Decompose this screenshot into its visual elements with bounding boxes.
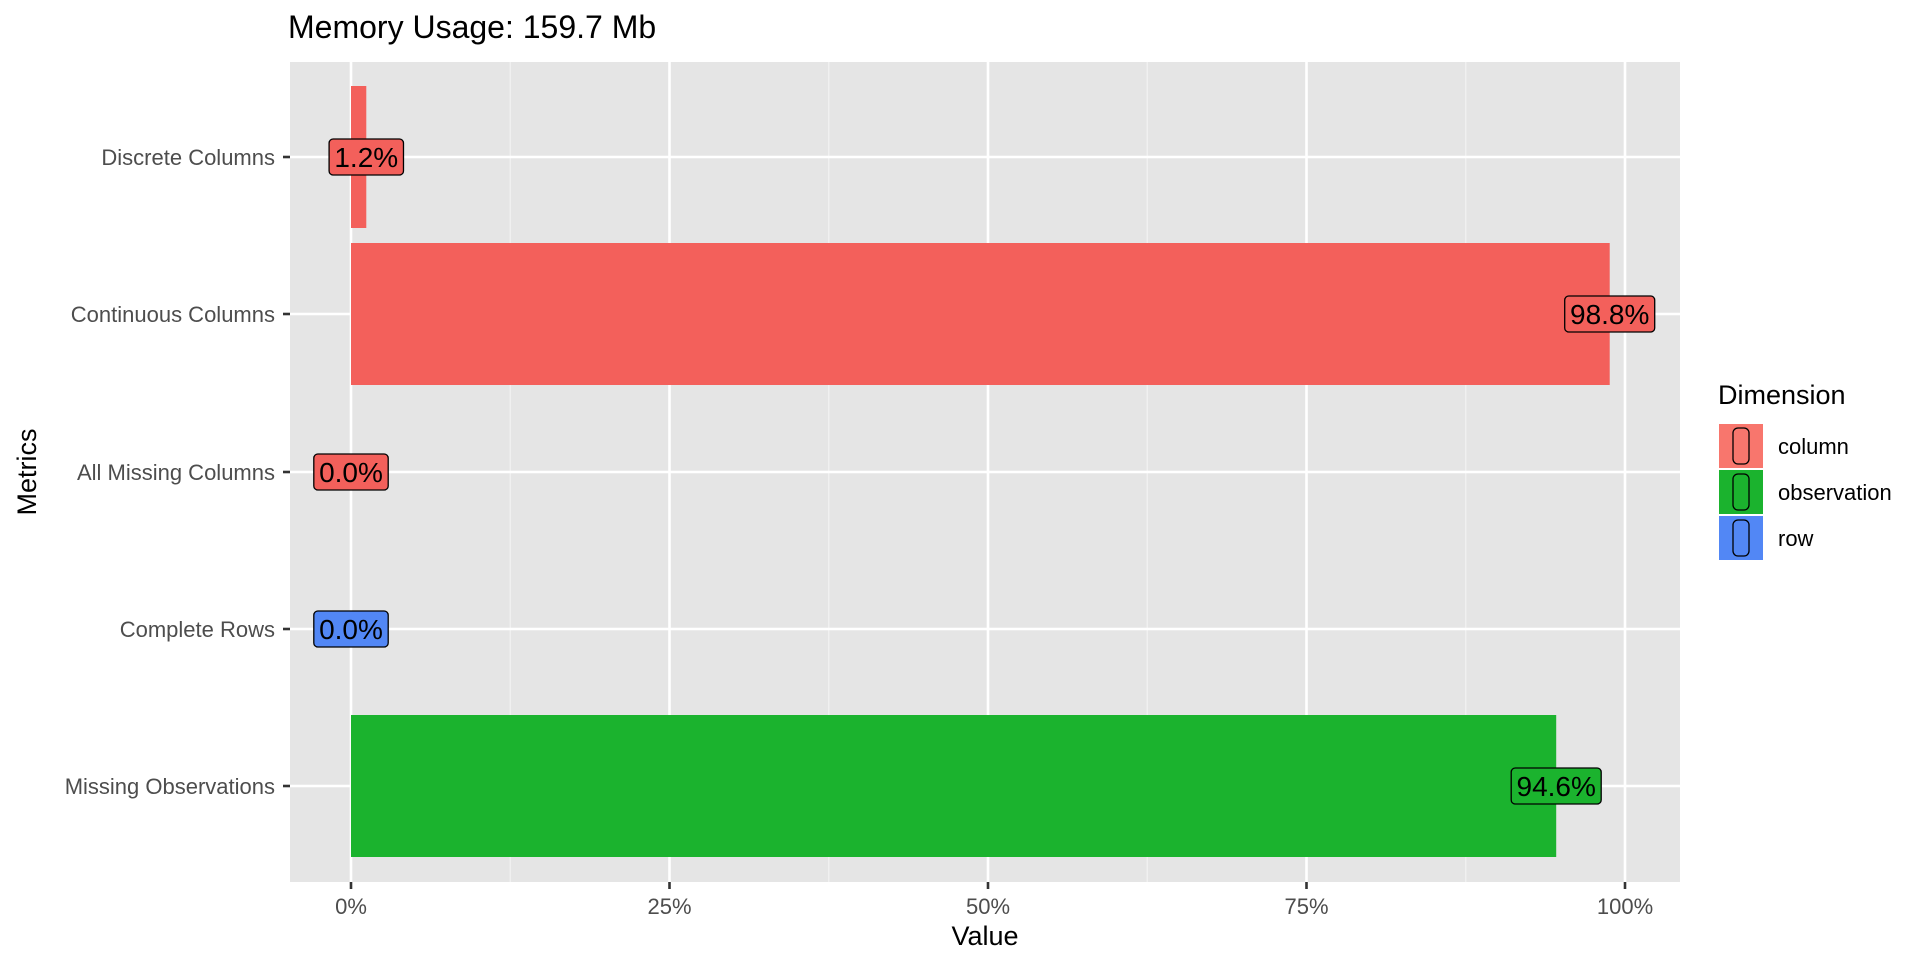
data-label: 1.2% — [328, 138, 405, 176]
data-label-text: 0.0% — [319, 457, 383, 488]
x-axis-title: Value — [951, 921, 1018, 951]
data-label-box — [1510, 767, 1602, 805]
legend-label-row: row — [1778, 526, 1814, 551]
data-label: 94.6% — [1510, 767, 1602, 805]
data-label: 0.0% — [313, 610, 389, 648]
x-tick-label: 0% — [335, 894, 367, 919]
legend-key-observation — [1719, 470, 1763, 514]
legend: Dimension column observation row — [1718, 380, 1892, 560]
data-label-text: 94.6% — [1517, 771, 1596, 802]
legend-key-column — [1719, 424, 1763, 468]
data-label: 0.0% — [313, 453, 389, 491]
data-label: 98.8% — [1564, 295, 1656, 333]
x-tick-label: 75% — [1284, 894, 1328, 919]
x-tick-label: 25% — [647, 894, 691, 919]
x-tick-label: 50% — [966, 894, 1010, 919]
legend-label-glyph — [1732, 473, 1750, 511]
x-tick-label: 100% — [1597, 894, 1653, 919]
legend-label-glyph — [1732, 519, 1750, 557]
legend-key-row — [1719, 516, 1763, 560]
category-label: All Missing Columns — [77, 460, 275, 485]
legend-title: Dimension — [1718, 380, 1846, 410]
legend-label-column: column — [1778, 434, 1849, 459]
data-label-box — [313, 453, 389, 491]
data-label-text: 0.0% — [319, 614, 383, 645]
y-axis-title: Metrics — [12, 429, 42, 516]
category-label: Complete Rows — [120, 617, 275, 642]
data-label-text: 98.8% — [1570, 299, 1649, 330]
data-label-box — [328, 138, 405, 176]
category-label: Missing Observations — [65, 774, 275, 799]
legend-label-glyph — [1732, 427, 1750, 465]
data-label-box — [313, 610, 389, 648]
bar-missing-observations — [351, 715, 1557, 857]
category-label: Discrete Columns — [101, 145, 275, 170]
legend-label-observation: observation — [1778, 480, 1892, 505]
data-label-text: 1.2% — [334, 142, 398, 173]
data-label-box — [1564, 295, 1656, 333]
bar-continuous-columns — [351, 243, 1610, 385]
category-label: Continuous Columns — [71, 302, 275, 327]
chart-title: Memory Usage: 159.7 Mb — [288, 9, 656, 45]
